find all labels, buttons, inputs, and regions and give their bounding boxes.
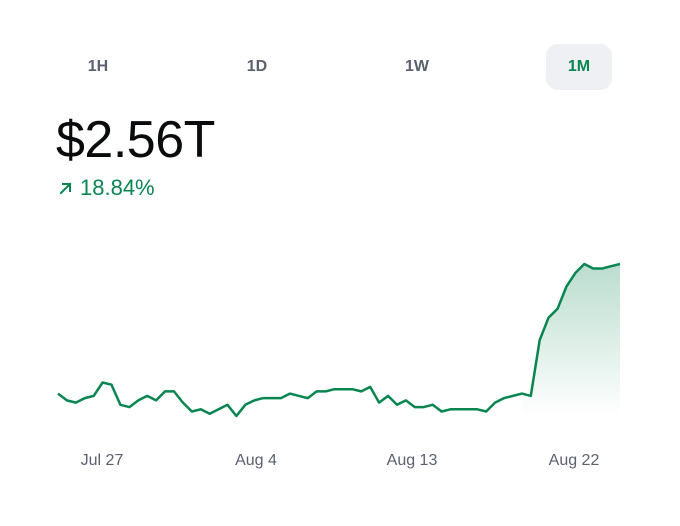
tab-1h[interactable]: 1H bbox=[87, 58, 109, 75]
tab-1m[interactable]: 1M bbox=[546, 44, 612, 90]
x-label-jul-27: Jul 27 bbox=[80, 452, 124, 469]
price-change-percent: 18.84% bbox=[80, 175, 155, 200]
x-label-aug-13: Aug 13 bbox=[386, 452, 438, 469]
market-cap-value: $2.56T bbox=[56, 111, 215, 169]
chart-line bbox=[57, 262, 621, 418]
arrow-up-right-icon bbox=[59, 182, 72, 195]
chart-area-fill bbox=[521, 264, 620, 416]
x-label-aug-22: Aug 22 bbox=[548, 452, 600, 469]
price-chart bbox=[57, 262, 621, 418]
x-axis-labels: Jul 27 Aug 4 Aug 13 Aug 22 bbox=[0, 452, 680, 476]
x-label-aug-4: Aug 4 bbox=[235, 452, 277, 469]
price-change: 18.84% bbox=[58, 175, 155, 201]
tab-1w[interactable]: 1W bbox=[405, 58, 429, 75]
tab-1d[interactable]: 1D bbox=[246, 58, 268, 75]
time-range-tabs: 1H 1D 1W 1M bbox=[0, 44, 680, 92]
